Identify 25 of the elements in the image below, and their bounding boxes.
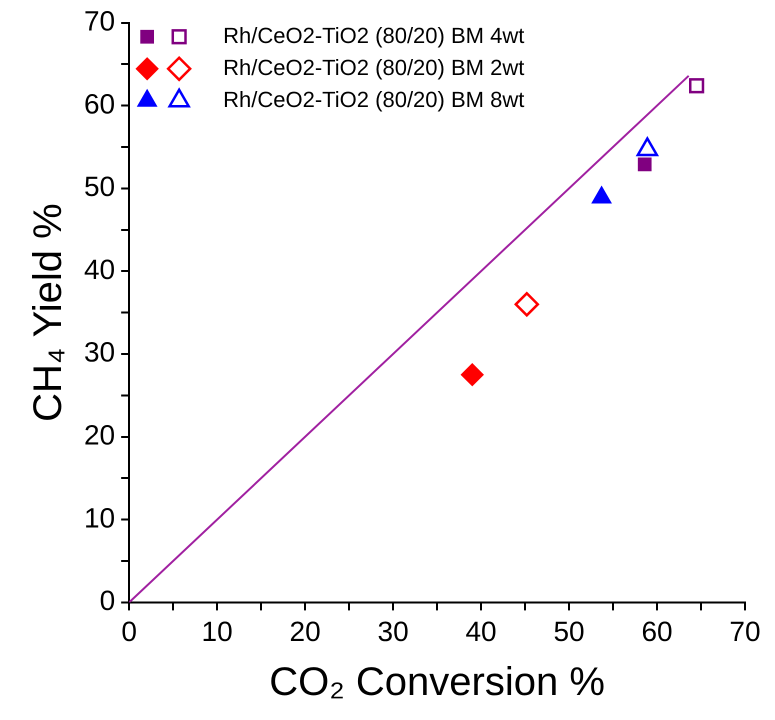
x-axis-title: CO₂ Conversion % [269,660,605,704]
y-tick-label: 70 [84,6,116,37]
x-tick-label: 10 [202,616,233,647]
point [514,292,540,317]
y-tick-label: 10 [84,502,116,534]
y-tick-label: 30 [84,336,116,368]
y-tick-label: 40 [84,254,116,285]
x-tick-label: 40 [465,616,497,647]
point [689,78,704,94]
x-tick-label: 50 [553,616,585,647]
legend-label: Rh/CeO2-TiO2 (80/20) BM 2wt [223,54,524,80]
y-tick-label: 50 [84,171,116,202]
point [638,158,652,172]
y-axis-title: CH₄ Yield % [26,203,70,422]
legend-label: Rh/CeO2-TiO2 (80/20) BM 4wt [223,22,524,48]
y-tick-label: 20 [84,420,116,451]
x-tick-label: 0 [121,616,137,647]
x-tick-label: 30 [378,616,409,647]
x-tick-label: 70 [729,616,761,647]
legend-label: Rh/CeO2-TiO2 (80/20) BM 8wt [223,86,524,112]
point [460,363,484,386]
x-tick-label: 20 [290,616,321,647]
y-tick-label: 0 [100,585,116,616]
y-tick-label: 60 [84,88,116,120]
x-tick-label: 60 [641,616,673,647]
